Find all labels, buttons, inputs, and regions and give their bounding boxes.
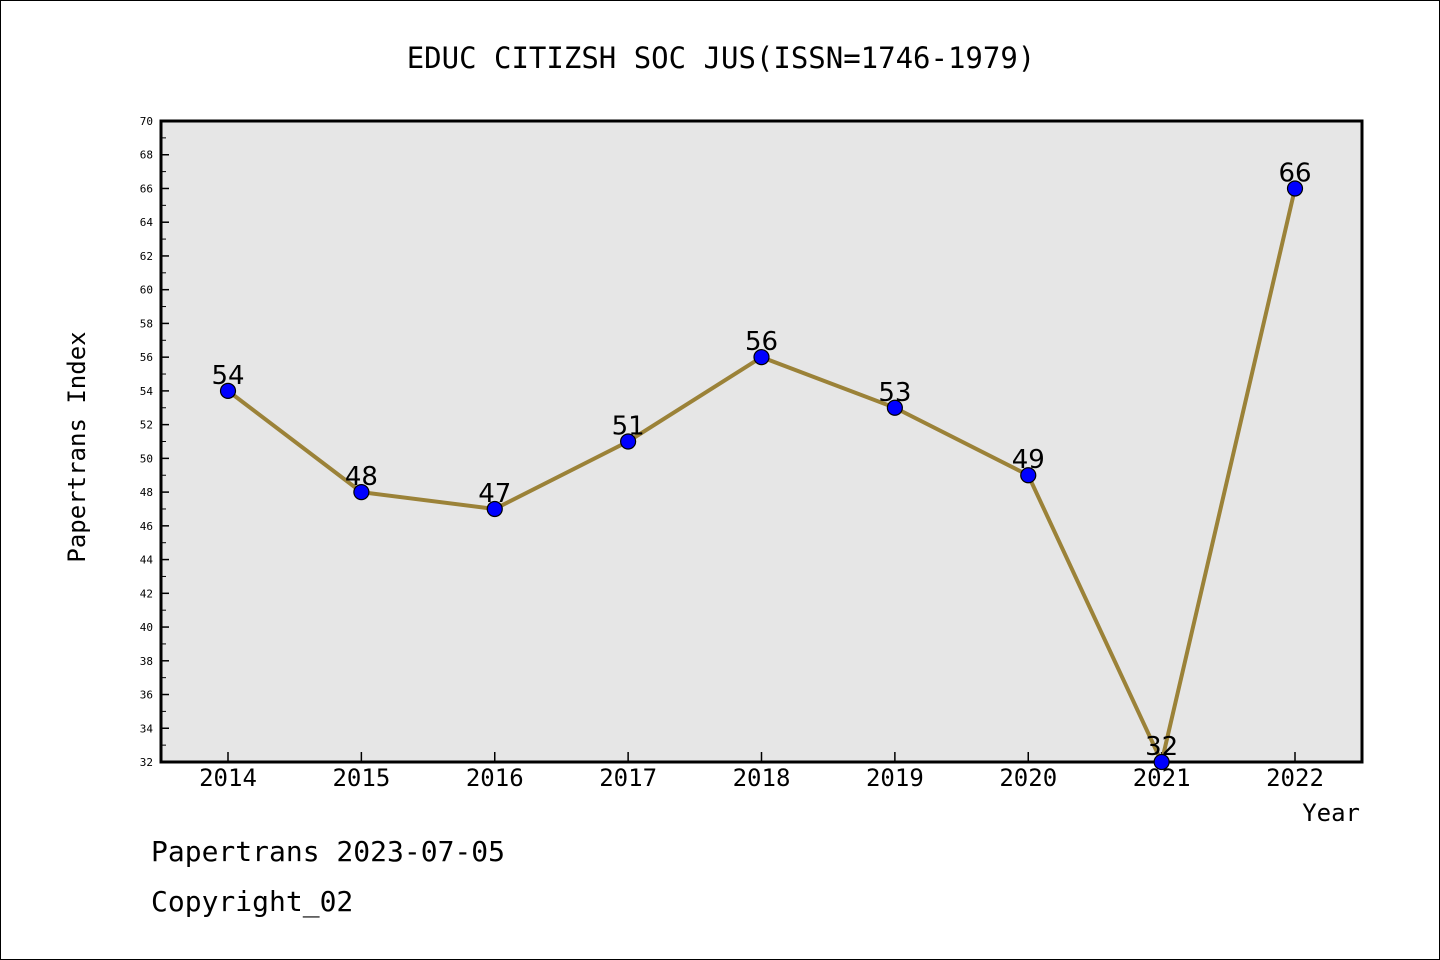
y-tick-label: 42 (140, 587, 153, 600)
data-label: 51 (612, 412, 645, 442)
chart-title: EDUC CITIZSH SOC JUS(ISSN=1746-1979) (407, 41, 1036, 75)
y-tick-label: 48 (140, 486, 153, 499)
data-point-marker (353, 484, 370, 501)
y-tick-label: 38 (140, 655, 153, 668)
x-axis: 2014 2015 2016 2017 2018 2019 2020 2021 2022 (199, 752, 1324, 792)
data-label: 56 (745, 327, 778, 357)
y-tick-label: 32 (140, 756, 153, 769)
data-point-marker (886, 399, 903, 416)
data-point-marker (753, 349, 770, 366)
y-tick-label: 60 (140, 284, 153, 297)
data-label: 48 (345, 462, 378, 492)
footer-date-label: Papertrans 2023-07-05 (151, 835, 506, 868)
x-tick-label: 2016 (466, 764, 524, 792)
x-tick-label: 2022 (1266, 764, 1324, 792)
data-label: 49 (1012, 445, 1045, 475)
y-tick-label: 62 (140, 250, 153, 263)
x-tick-label: 2014 (199, 764, 257, 792)
data-label: 47 (478, 479, 511, 509)
y-tick-label: 58 (140, 317, 153, 330)
y-tick-label: 70 (140, 115, 153, 128)
x-tick-label: 2019 (866, 764, 924, 792)
y-tick-label: 34 (140, 722, 154, 735)
plot-area (159, 119, 1364, 764)
y-axis-label: Papertrans Index (63, 331, 91, 562)
y-tick-label: 50 (140, 452, 153, 465)
x-tick-label: 2017 (599, 764, 657, 792)
y-tick-label: 46 (140, 520, 153, 533)
data-label: 32 (1145, 732, 1178, 762)
data-point-marker (1286, 180, 1304, 197)
y-tick-label: 66 (140, 182, 153, 195)
y-tick-label: 54 (140, 385, 154, 398)
series-group: 54 48 47 51 56 53 49 32 66 (211, 158, 1312, 771)
x-tick-label: 2015 (332, 764, 390, 792)
y-tick-label: 44 (140, 554, 154, 567)
y-tick-label: 52 (140, 419, 153, 432)
y-axis: 32 34 36 38 40 42 44 46 48 50 52 54 56 58 60 62 64 66 68 70 (140, 115, 169, 769)
footer-copyright-label: Copyright_02 (151, 885, 354, 918)
data-label: 54 (211, 361, 244, 391)
data-point-marker (486, 500, 503, 518)
y-tick-label: 40 (140, 621, 153, 634)
y-tick-label: 68 (140, 149, 153, 162)
data-label: 53 (878, 378, 911, 408)
data-point-marker (1153, 753, 1170, 771)
y-tick-label: 64 (140, 216, 154, 229)
data-point-marker (620, 433, 637, 450)
data-point-marker (219, 382, 237, 399)
y-tick-label: 56 (140, 351, 153, 364)
x-tick-label: 2020 (999, 764, 1057, 792)
data-label: 66 (1278, 158, 1311, 188)
x-tick-label: 2018 (733, 764, 791, 792)
data-point-marker (1020, 467, 1037, 484)
x-axis-label: Year (1302, 799, 1360, 827)
y-tick-label: 36 (140, 689, 153, 702)
